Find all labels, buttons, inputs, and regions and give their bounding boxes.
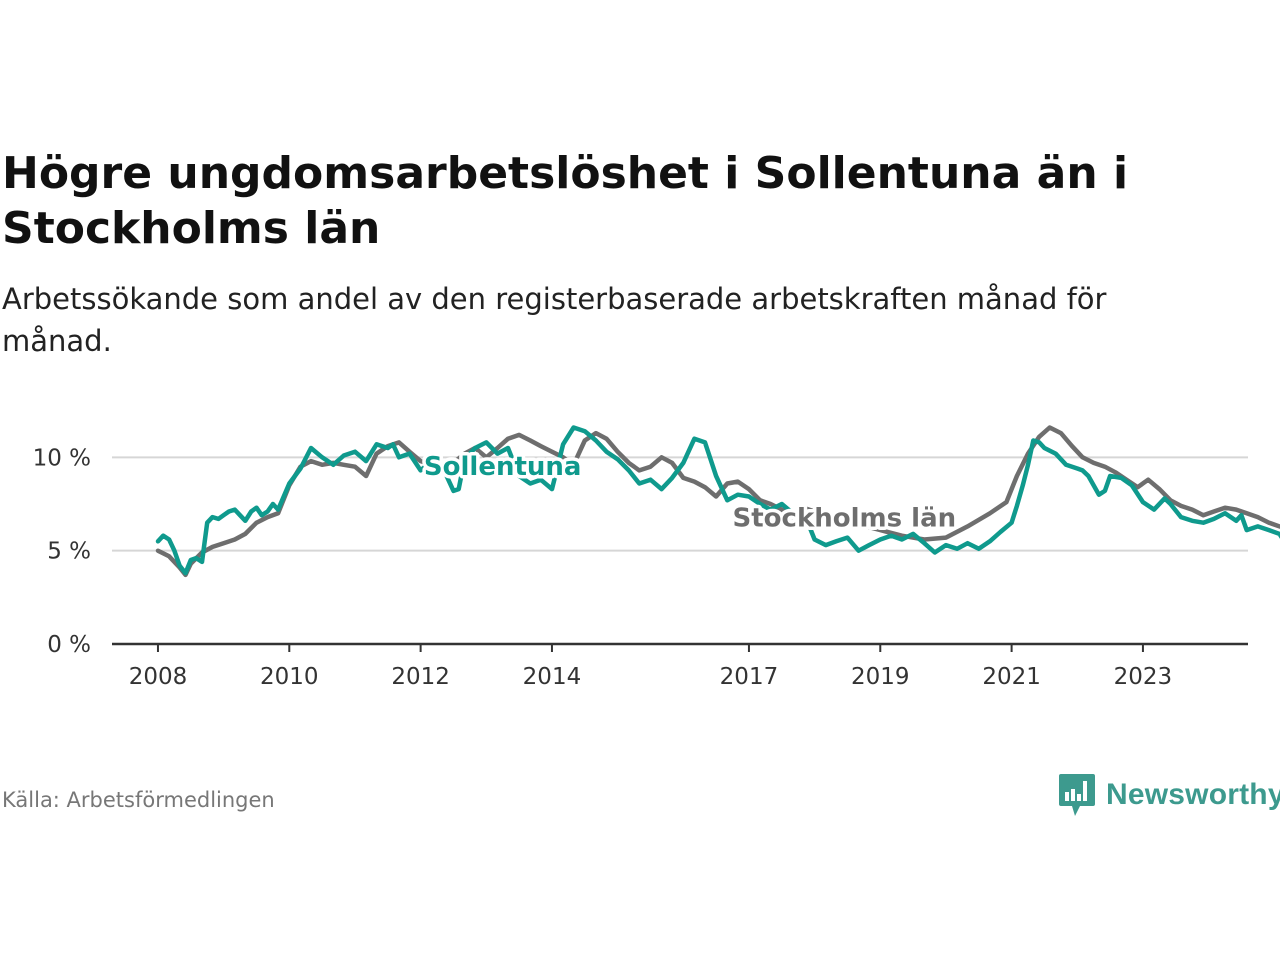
chart-subtitle: Arbetssökande som andel av den registerb… [2,282,1107,358]
x-tick-label: 2023 [1114,664,1173,690]
x-axis: 2008 2010 2012 2014 2017 2019 2021 2023 [112,642,1248,690]
series-label-stockholms-l-n: Stockholms län [733,503,957,533]
bar-chart-icon [1059,774,1095,816]
y-tick-label: 0 % [47,632,91,658]
x-tick-label: 2008 [129,664,188,690]
x-tick-label: 2010 [260,664,319,690]
line-chart: 0 %5 %10 % 2008 2010 2012 2014 2017 2019 2021 2… [33,425,1280,690]
x-tick-label: 2021 [982,664,1041,690]
brand-name: Newsworthy [1106,778,1280,811]
chart-title: Högre ungdomsarbetslöshet i Sollentuna ä… [2,148,1129,254]
y-tick-label: 5 % [47,539,91,565]
x-tick-label: 2017 [720,664,779,690]
newsworthy-logo[interactable]: Newsworthy [1058,772,1280,818]
x-tick-label: 2012 [391,664,450,690]
series-label-sollentuna: Sollentuna [424,452,582,482]
source-note: Källa: Arbetsförmedlingen [2,788,275,812]
series-lines [155,425,1280,578]
x-tick-label: 2014 [523,664,582,690]
x-tick-label: 2019 [851,664,910,690]
series-line-stockholms-l-n [155,425,1280,578]
gridlines: 0 % 5 % 10 % [33,445,1248,658]
series-line-sollentuna [155,425,1280,576]
y-tick-label: 10 % [33,445,91,471]
